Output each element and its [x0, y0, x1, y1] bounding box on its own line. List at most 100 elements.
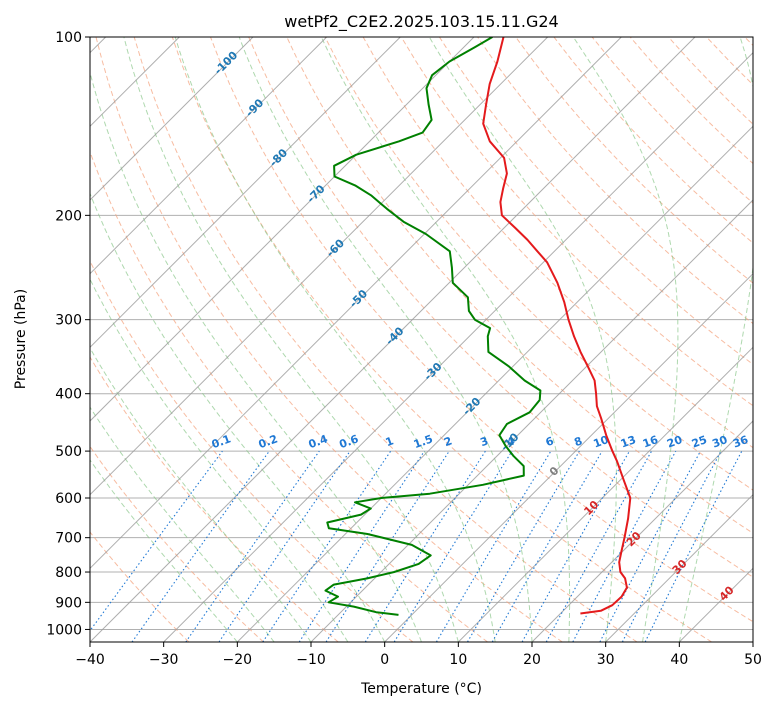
isotherm	[90, 37, 328, 275]
dry-adiabat	[133, 37, 638, 642]
dry-adiabat	[706, 37, 753, 86]
moist-adiabat	[238, 37, 533, 642]
temperature-line	[482, 37, 632, 615]
dry-adiabat	[668, 37, 753, 125]
y-tick-label: 500	[55, 444, 82, 460]
dry-adiabat	[248, 37, 753, 578]
dry-adiabat	[438, 37, 753, 366]
mixing-ratio-label: 30	[710, 433, 729, 451]
isotherm-label: -60	[324, 236, 347, 259]
moist-adiabat	[90, 459, 238, 642]
mixing-ratio-line	[521, 450, 630, 642]
x-tick-label: −10	[296, 652, 326, 668]
isotherm	[90, 37, 549, 496]
moist-adiabat	[678, 37, 753, 642]
x-tick-label: 0	[380, 652, 389, 668]
x-tick-label: 50	[744, 652, 762, 668]
dry-adiabat	[324, 37, 753, 491]
isotherm	[90, 37, 696, 642]
moist-adiabat	[320, 37, 571, 642]
mixing-ratio-line	[621, 450, 722, 642]
mixing-ratio-line	[644, 450, 743, 642]
background-lines	[90, 37, 753, 642]
mixing-ratio-label: 20	[665, 433, 684, 451]
isotherm-label: -80	[267, 146, 290, 169]
mixing-ratio-line	[545, 450, 653, 642]
isotherm	[90, 37, 475, 422]
dry-adiabat	[90, 150, 488, 642]
x-tick-label: 30	[597, 652, 615, 668]
plot-area: 0.1 0.2 0.4 0.6 1 1.5 2 3 4 6 8 10 13 16 20 25 30 36-100-…	[90, 37, 753, 642]
moist-adiabat	[123, 37, 459, 642]
isotherm	[384, 272, 753, 642]
dry-adiabat	[400, 37, 753, 407]
plot-frame	[89, 36, 754, 643]
mixing-ratio-line	[262, 450, 392, 642]
x-tick-label: −20	[223, 652, 253, 668]
dry-adiabat	[591, 37, 753, 204]
mixing-ratio-line	[298, 450, 425, 642]
moist-adiabat	[90, 70, 422, 642]
x-tick-label: 20	[523, 652, 541, 668]
y-tick-label: 400	[55, 387, 82, 403]
moist-adiabat	[174, 37, 496, 642]
mixing-ratio-label: 36	[731, 433, 750, 451]
isotherm	[90, 37, 622, 570]
mixing-ratio-line	[393, 450, 513, 642]
isotherm	[531, 420, 753, 642]
isotherm-label: 10	[581, 498, 601, 518]
mixing-ratio-label: 3	[478, 434, 490, 449]
moist-adiabat	[90, 406, 275, 642]
dry-adiabat	[90, 259, 414, 642]
mixing-ratio-label: 2	[442, 434, 454, 449]
y-tick-label: 900	[55, 595, 82, 611]
isotherm-label: -90	[243, 96, 266, 119]
mixing-ratio-label: 8	[572, 434, 584, 449]
dry-adiabat	[515, 37, 753, 284]
isotherm	[678, 567, 753, 642]
isotherm	[310, 199, 753, 642]
moist-adiabat	[572, 37, 679, 642]
series-layer	[324, 37, 632, 616]
mixing-ratio-label: 16	[641, 433, 660, 451]
isotherm-label: 20	[624, 529, 644, 549]
y-tick-label: 100	[55, 30, 82, 46]
moist-adiabat	[90, 192, 386, 642]
mixing-ratio-line	[599, 450, 701, 642]
dewpoint-line	[324, 37, 542, 616]
dry-adiabat	[210, 37, 753, 623]
mixing-ratio-line	[131, 450, 270, 642]
dry-adiabat	[90, 356, 339, 642]
mixing-ratio-label: 1.5	[412, 432, 435, 451]
y-tick-label: 200	[55, 208, 82, 224]
isotherm	[90, 37, 401, 349]
mixing-ratio-label: 0.1	[210, 432, 233, 451]
isotherm-label: -30	[421, 360, 444, 383]
isotherm-label: -40	[383, 324, 406, 347]
y-axis-title: Pressure (hPa)	[13, 289, 29, 389]
x-axis: −40 −30 −20 −10 0 10 20 30 40 50	[75, 642, 762, 668]
x-tick-label: 10	[449, 652, 467, 668]
isotherm-label: -50	[347, 287, 370, 310]
mixing-ratio-label: 0.6	[338, 432, 361, 451]
x-tick-label: −40	[75, 652, 105, 668]
moist-adiabat	[90, 278, 349, 642]
y-tick-label: 300	[55, 313, 82, 329]
mixing-ratio-line	[185, 450, 320, 642]
mixing-ratio-line	[435, 450, 552, 642]
isotherm	[605, 493, 753, 642]
mixing-ratio-label: 13	[619, 433, 638, 450]
y-axis: 100 200 300 400 500 600 700 800 900 1000	[46, 30, 90, 638]
isotherm	[457, 346, 753, 642]
y-tick-label: 1000	[46, 622, 82, 638]
mixing-ratio-label: 4	[505, 434, 517, 449]
mixing-ratio-line	[90, 450, 223, 632]
mixing-ratio-label: 25	[690, 433, 709, 450]
mixing-ratio-label: 10	[592, 433, 611, 451]
isotherm-label: -100	[212, 48, 241, 77]
mixing-ratio-label: 1	[384, 434, 396, 449]
mixing-ratio-line	[467, 450, 580, 642]
mixing-ratio-label: 6	[544, 434, 556, 449]
moist-adiabat	[428, 37, 617, 642]
isotherm-label: 40	[717, 583, 737, 603]
